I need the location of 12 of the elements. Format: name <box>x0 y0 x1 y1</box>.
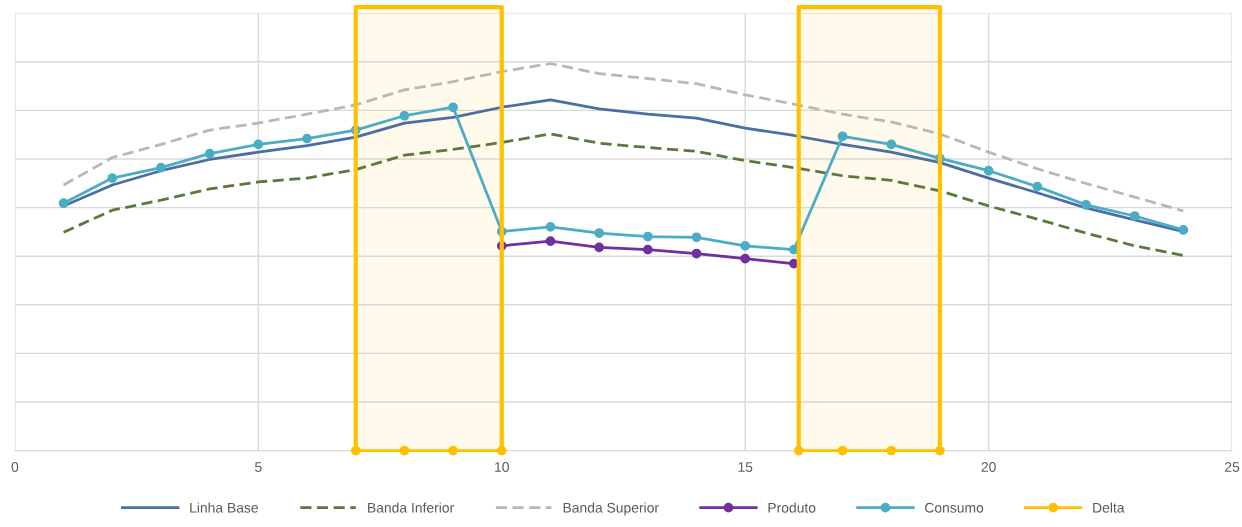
legend-label: Produto <box>768 502 816 513</box>
legend-label: Banda Inferior <box>368 502 454 513</box>
x-tick-label: 5 <box>255 462 262 472</box>
x-tick-label: 0 <box>11 462 19 472</box>
legend-label: Linha Base <box>190 502 258 513</box>
legend-label: Banda Superior <box>563 502 659 516</box>
x-tick-label: 10 <box>495 462 509 472</box>
legend-label: Delta <box>1093 502 1125 513</box>
x-tick-label: 20 <box>981 462 996 472</box>
x-tick-label: 15 <box>738 462 753 472</box>
x-tick-label: 25 <box>1225 462 1240 472</box>
legend-label: Consumo <box>925 502 984 513</box>
